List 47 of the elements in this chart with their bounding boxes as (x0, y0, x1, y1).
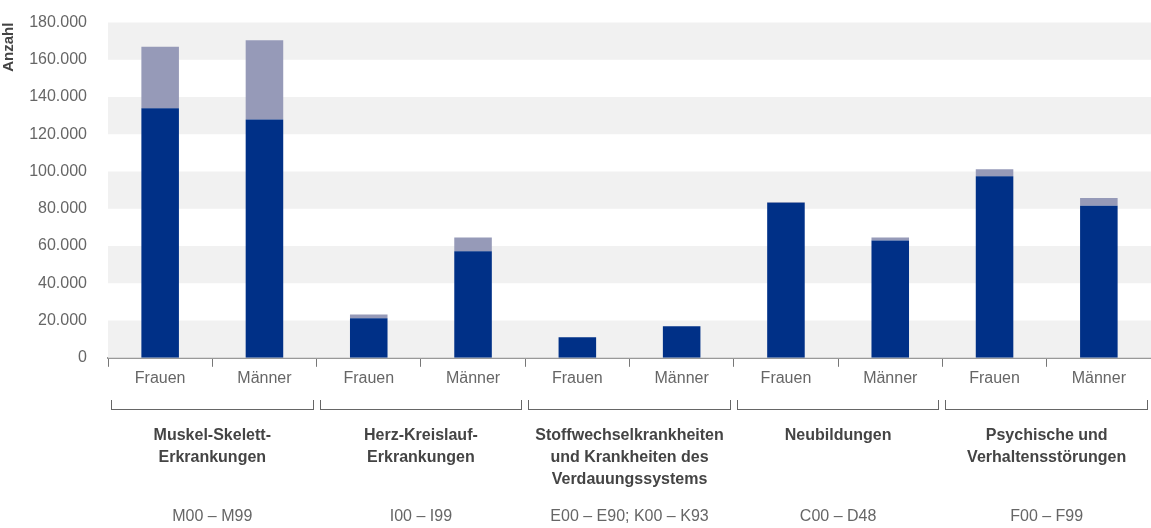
bar (141, 108, 179, 358)
x-tick-label: Frauen (760, 368, 812, 386)
bar (454, 237, 492, 252)
y-tick-label: 60.000 (38, 236, 88, 254)
y-tick-label: 100.000 (29, 161, 88, 179)
bar (975, 169, 1014, 177)
bar (245, 119, 284, 358)
bar (1080, 205, 1118, 358)
text: E00 – E90; K00 – K93 (550, 507, 709, 525)
text: Muskel-Skelett- Erkrankungen (153, 426, 271, 466)
y-tick-label: 80.000 (38, 199, 88, 217)
y-tick-label: 160.000 (29, 50, 88, 68)
x-tick-label: Männer (1071, 368, 1127, 386)
bar (349, 318, 388, 358)
text: I00 – I99 (389, 507, 453, 525)
bar (141, 46, 179, 109)
x-tick-label: Männer (445, 368, 501, 386)
x-tick-label: Frauen (134, 368, 186, 386)
x-tick-label: Männer (237, 368, 293, 386)
bar (871, 240, 910, 358)
bar (1080, 198, 1118, 206)
text: Herz-Kreislauf- Erkrankungen (363, 426, 478, 466)
x-tick-label: Frauen (343, 368, 395, 386)
x-tick-label: Männer (863, 368, 919, 386)
bar (767, 202, 805, 358)
text: M00 – M99 (172, 507, 253, 525)
y-tick-label: 140.000 (29, 87, 88, 105)
text: C00 – D48 (799, 507, 877, 525)
y-axis-title: Anzahl (0, 22, 17, 72)
bar (662, 326, 701, 358)
text: Psychische und Verhaltensstörungen (967, 426, 1127, 466)
bar (558, 337, 597, 358)
y-tick-label: 20.000 (38, 310, 88, 328)
bar (245, 40, 284, 120)
text: F00 – F99 (1010, 507, 1084, 525)
text: Stoffwechselkrankheiten und Krankheiten des Verdauungssystems (535, 426, 724, 488)
y-tick-label: 120.000 (29, 124, 88, 142)
x-tick-label: Frauen (552, 368, 603, 386)
y-tick-label: 40.000 (38, 273, 88, 291)
text: Neubildungen (784, 426, 892, 444)
y-tick-label: 180.000 (29, 13, 88, 31)
x-tick-label: Männer (654, 368, 710, 386)
bar (975, 176, 1014, 358)
y-tick-label: 0 (78, 348, 88, 366)
bar (454, 251, 492, 358)
x-tick-label: Frauen (969, 368, 1020, 386)
bar (349, 314, 388, 319)
